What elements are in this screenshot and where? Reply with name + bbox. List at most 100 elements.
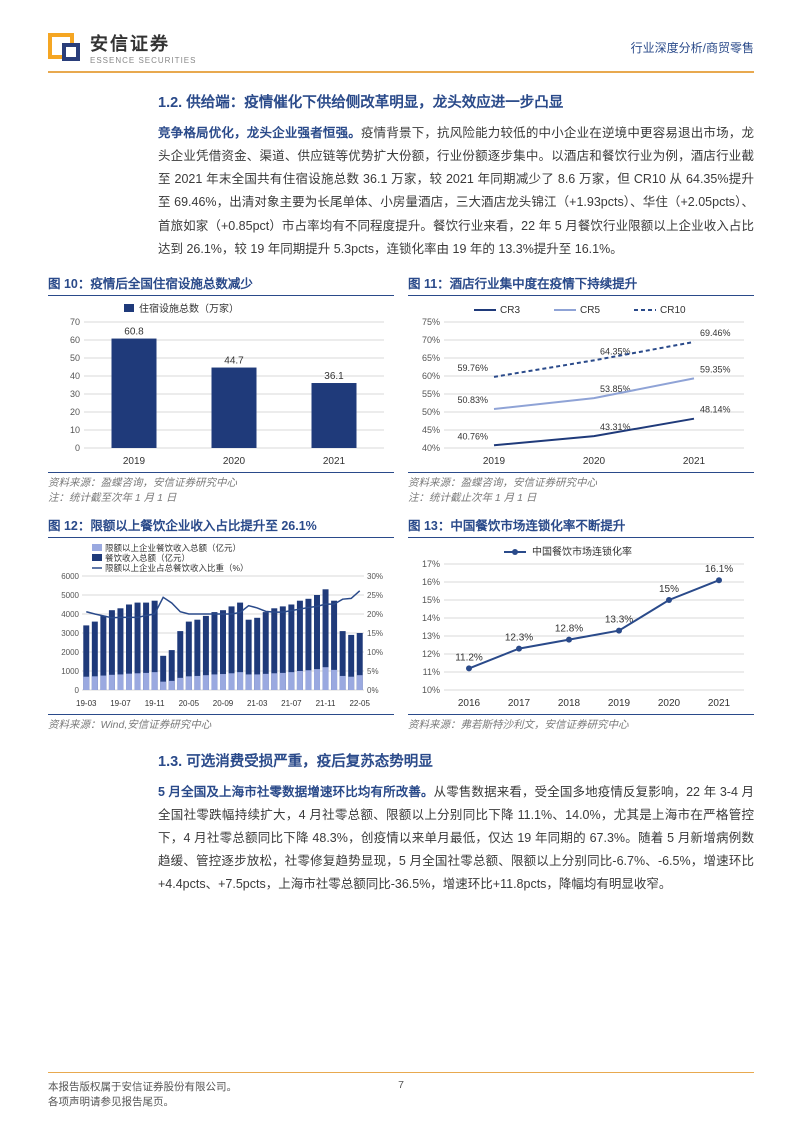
svg-text:餐饮收入总额（亿元）: 餐饮收入总额（亿元） xyxy=(105,553,190,563)
svg-text:14%: 14% xyxy=(422,613,440,623)
svg-text:11.2%: 11.2% xyxy=(455,652,483,663)
svg-text:70%: 70% xyxy=(422,335,440,345)
svg-text:16%: 16% xyxy=(422,577,440,587)
svg-text:2019: 2019 xyxy=(608,698,631,709)
svg-text:2021: 2021 xyxy=(323,456,346,467)
footer-copyright: 本报告版权属于安信证券股份有限公司。 xyxy=(48,1079,237,1094)
svg-text:12.8%: 12.8% xyxy=(555,623,583,634)
svg-text:69.46%: 69.46% xyxy=(700,328,731,338)
svg-text:10%: 10% xyxy=(367,648,383,657)
svg-text:11%: 11% xyxy=(423,667,440,677)
svg-text:65%: 65% xyxy=(422,353,440,363)
breadcrumb: 行业深度分析/商贸零售 xyxy=(631,39,754,56)
svg-text:2020: 2020 xyxy=(223,456,246,467)
svg-text:2017: 2017 xyxy=(508,698,531,709)
company-name-en: ESSENCE SECURITIES xyxy=(90,56,196,65)
svg-text:55%: 55% xyxy=(422,389,440,399)
svg-text:2020: 2020 xyxy=(583,456,606,467)
svg-text:20: 20 xyxy=(70,407,80,417)
svg-text:44.7: 44.7 xyxy=(224,355,244,366)
page-header: 安信证券 ESSENCE SECURITIES 行业深度分析/商贸零售 xyxy=(48,30,754,73)
svg-text:2019: 2019 xyxy=(483,456,506,467)
svg-text:59.35%: 59.35% xyxy=(700,364,731,374)
svg-text:50.83%: 50.83% xyxy=(457,395,488,405)
page-footer: 本报告版权属于安信证券股份有限公司。 各项声明请参见报告尾页。 7 xyxy=(48,1072,754,1109)
fig13-title: 图 13：中国餐饮市场连锁化率不断提升 xyxy=(408,515,754,538)
svg-text:75%: 75% xyxy=(422,317,440,327)
svg-text:45%: 45% xyxy=(422,425,440,435)
svg-text:60.8: 60.8 xyxy=(124,326,144,337)
svg-text:50: 50 xyxy=(70,353,80,363)
svg-text:住宿设施总数（万家）: 住宿设施总数（万家） xyxy=(139,302,239,315)
svg-text:2021: 2021 xyxy=(683,456,706,467)
svg-text:40.76%: 40.76% xyxy=(457,431,488,441)
svg-text:2016: 2016 xyxy=(458,698,481,709)
svg-text:15%: 15% xyxy=(367,629,383,638)
section-1-3-text: 从零售数据来看，受全国多地疫情反复影响，22 年 3-4 月全国社零跌幅持续扩大… xyxy=(158,785,754,892)
svg-text:CR3: CR3 xyxy=(500,305,520,316)
svg-text:限额以上企业餐饮收入总额（亿元）: 限额以上企业餐饮收入总额（亿元） xyxy=(105,543,241,553)
svg-text:15%: 15% xyxy=(422,595,440,605)
svg-text:25%: 25% xyxy=(367,591,383,600)
fig11-title: 图 11：酒店行业集中度在疫情下持续提升 xyxy=(408,273,754,296)
svg-text:2000: 2000 xyxy=(61,648,79,657)
fig10-source: 资料来源：盈蝶咨询，安信证券研究中心 注：统计截至次年 1 月 1 日 xyxy=(48,472,394,505)
svg-text:19-03: 19-03 xyxy=(76,699,97,708)
svg-text:限额以上企业占总餐饮收入比重（%）: 限额以上企业占总餐饮收入比重（%） xyxy=(105,563,249,573)
svg-text:19-07: 19-07 xyxy=(110,699,131,708)
svg-text:10%: 10% xyxy=(422,685,440,695)
svg-text:36.1: 36.1 xyxy=(324,371,344,382)
svg-text:0%: 0% xyxy=(367,686,379,695)
svg-text:中国餐饮市场连锁化率: 中国餐饮市场连锁化率 xyxy=(532,545,632,558)
fig11-source: 资料来源：盈蝶咨询，安信证券研究中心 注：统计截止次年 1 月 1 日 xyxy=(408,472,754,505)
svg-text:19-11: 19-11 xyxy=(145,699,165,708)
svg-text:30: 30 xyxy=(70,389,80,399)
svg-text:20%: 20% xyxy=(367,610,383,619)
footer-disclaimer: 各项声明请参见报告尾页。 xyxy=(48,1094,237,1109)
section-1-2-lead: 竞争格局优化，龙头企业强者恒强。 xyxy=(158,126,361,140)
svg-text:22-05: 22-05 xyxy=(349,699,370,708)
section-1-3-title: 1.3. 可选消费受损严重，疫后复苏态势明显 xyxy=(158,750,754,771)
svg-text:60%: 60% xyxy=(422,371,440,381)
svg-text:12.3%: 12.3% xyxy=(505,632,533,643)
svg-text:70: 70 xyxy=(70,317,80,327)
svg-text:17%: 17% xyxy=(422,559,440,569)
svg-text:6000: 6000 xyxy=(61,572,79,581)
svg-text:15%: 15% xyxy=(659,584,679,595)
fig13-source: 资料来源：弗若斯特沙利文，安信证券研究中心 xyxy=(408,714,754,732)
svg-text:CR10: CR10 xyxy=(660,305,686,316)
svg-text:60: 60 xyxy=(70,335,80,345)
svg-text:50%: 50% xyxy=(422,407,440,417)
svg-text:59.76%: 59.76% xyxy=(457,363,488,373)
svg-text:10: 10 xyxy=(70,425,80,435)
svg-text:5%: 5% xyxy=(367,667,379,676)
section-1-2-text: 疫情背景下，抗风险能力较低的中小企业在逆境中更容易退出市场，龙头企业凭借资金、渠… xyxy=(158,126,754,256)
page-number: 7 xyxy=(398,1079,404,1091)
svg-text:1000: 1000 xyxy=(61,667,79,676)
svg-text:16.1%: 16.1% xyxy=(705,564,733,575)
svg-text:5000: 5000 xyxy=(61,591,79,600)
fig10-chart: 住宿设施总数（万家） 0 10 20 30 40 50 60 70 60.8 2019 44.7 202… xyxy=(48,300,394,470)
section-1-3-body: 5 月全国及上海市社零数据增速环比均有所改善。从零售数据来看，受全国多地疫情反复… xyxy=(158,781,754,897)
fig12-chart: 限额以上企业餐饮收入总额（亿元）餐饮收入总额（亿元）限额以上企业占总餐饮收入比重… xyxy=(48,542,394,712)
svg-text:48.14%: 48.14% xyxy=(700,404,731,414)
svg-text:2019: 2019 xyxy=(123,456,146,467)
svg-text:20-09: 20-09 xyxy=(213,699,234,708)
svg-text:40%: 40% xyxy=(422,443,440,453)
svg-text:40: 40 xyxy=(70,371,80,381)
svg-text:3000: 3000 xyxy=(61,629,79,638)
svg-text:2018: 2018 xyxy=(558,698,581,709)
svg-text:2020: 2020 xyxy=(658,698,681,709)
fig10-title: 图 10：疫情后全国住宿设施总数减少 xyxy=(48,273,394,296)
fig11-chart: CR3 CR5 CR10 40% 45% 50% 55% 60% 65% 70% 75% 2019 20… xyxy=(408,300,754,470)
svg-text:0: 0 xyxy=(75,686,80,695)
section-1-2-title: 1.2. 供给端：疫情催化下供给侧改革明显，龙头效应进一步凸显 xyxy=(158,91,754,112)
svg-text:20-05: 20-05 xyxy=(179,699,200,708)
svg-text:21-03: 21-03 xyxy=(247,699,268,708)
svg-text:12%: 12% xyxy=(422,649,440,659)
section-1-3-lead: 5 月全国及上海市社零数据增速环比均有所改善。 xyxy=(158,785,434,799)
svg-text:0: 0 xyxy=(75,443,80,453)
svg-text:CR5: CR5 xyxy=(580,305,600,316)
section-1-2-body: 竞争格局优化，龙头企业强者恒强。疫情背景下，抗风险能力较低的中小企业在逆境中更容… xyxy=(158,122,754,261)
fig12-source: 资料来源：Wind,安信证券研究中心 xyxy=(48,714,394,732)
